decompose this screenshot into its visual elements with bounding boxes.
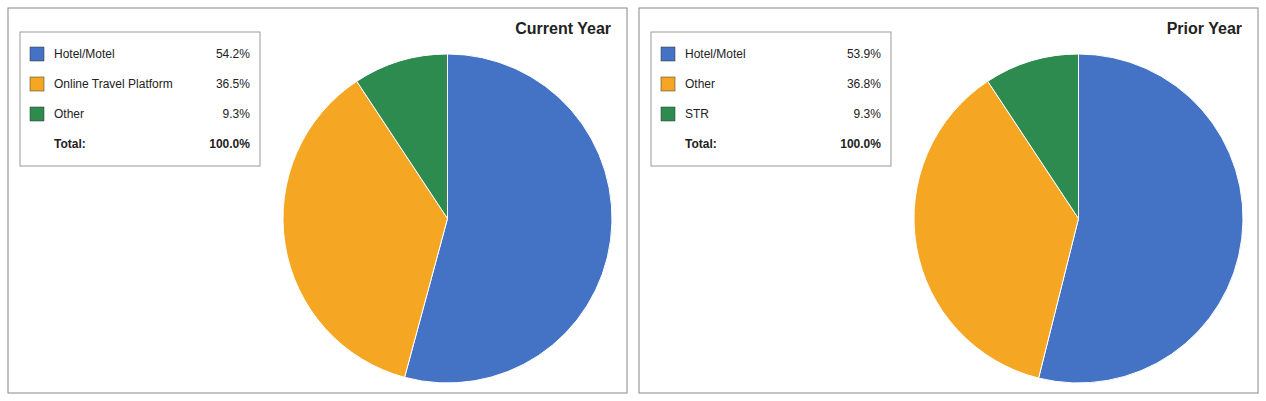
legend-swatch (30, 77, 44, 91)
chart-root: Current Year Hotel/Motel 54.2% Online Trave… (0, 0, 1266, 401)
legend-value: 53.9% (847, 47, 881, 61)
legend-value: 9.3% (854, 107, 882, 121)
legend-label: STR (685, 107, 709, 121)
pie (914, 54, 1243, 383)
pie-slice (988, 54, 1079, 219)
legend-box (651, 32, 891, 166)
legend-value: 54.2% (216, 47, 250, 61)
legend-value: 36.8% (847, 77, 881, 91)
legend-swatch (30, 47, 44, 61)
legend: Hotel/Motel 54.2% Online Travel Platform 36… (20, 32, 260, 166)
legend-label: Online Travel Platform (54, 77, 173, 91)
legend-swatch (661, 107, 675, 121)
legend-value: 9.3% (223, 107, 251, 121)
legend-swatch (661, 47, 675, 61)
legend-box (20, 32, 260, 166)
chart-title: Prior Year (1167, 20, 1242, 37)
legend-label: Hotel/Motel (685, 47, 746, 61)
legend-swatch (661, 77, 675, 91)
legend-total-label: Total: (54, 137, 86, 151)
legend-label: Other (685, 77, 715, 91)
legend-total-value: 100.0% (209, 137, 250, 151)
panel: Prior Year Hotel/Motel 53.9% Other 36.8% STR 9… (639, 8, 1258, 393)
legend: Hotel/Motel 53.9% Other 36.8% STR 9.3% Total: 1… (651, 32, 891, 166)
legend-label: Other (54, 107, 84, 121)
chart-title: Current Year (515, 20, 611, 37)
legend-total-label: Total: (685, 137, 717, 151)
legend-total-value: 100.0% (840, 137, 881, 151)
legend-label: Hotel/Motel (54, 47, 115, 61)
pie (283, 54, 612, 383)
panel-border (639, 8, 1258, 393)
panel-border (8, 8, 627, 393)
legend-swatch (30, 107, 44, 121)
panel: Current Year Hotel/Motel 54.2% Online Trave… (8, 8, 627, 393)
pie-slice (357, 54, 448, 219)
legend-value: 36.5% (216, 77, 250, 91)
